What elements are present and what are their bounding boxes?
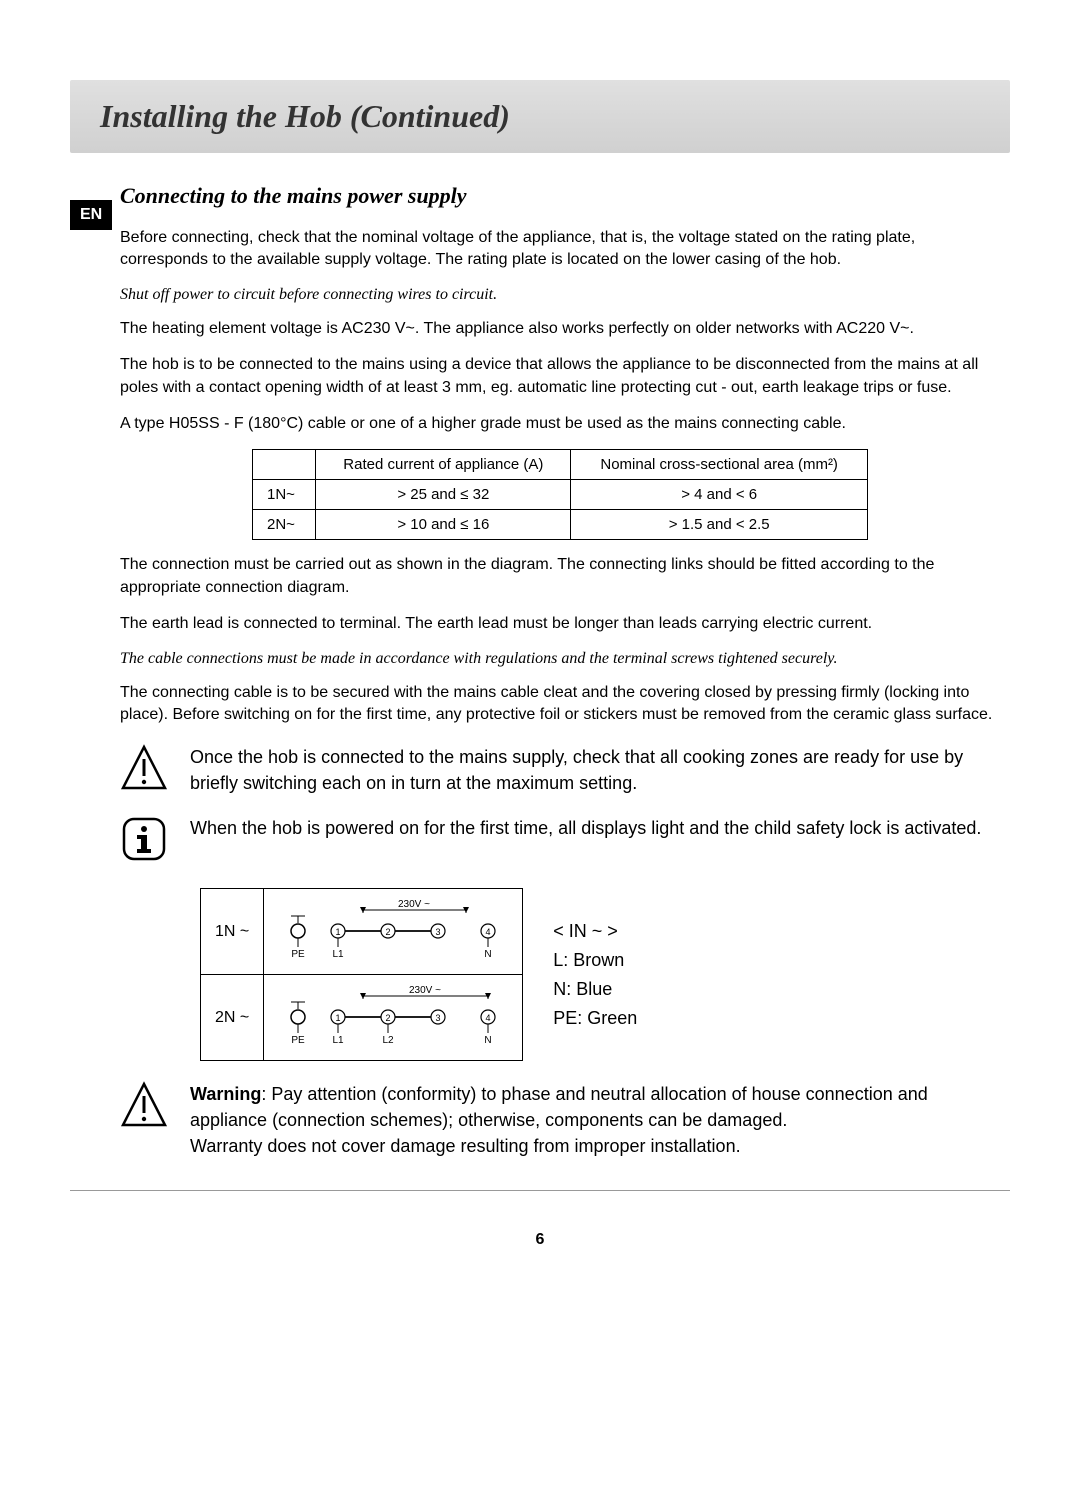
table-cell: > 10 and ≤ 16	[316, 510, 571, 540]
svg-text:3: 3	[436, 927, 441, 937]
svg-text:4: 4	[486, 927, 491, 937]
paragraph: The connection must be carried out as sh…	[120, 554, 1000, 599]
wiring-schematic-cell: PE 1 L1 2 L2 3 4 N 230V ~	[264, 975, 523, 1061]
wiring-diagram: 1N ~ PE 1 L1 2 3 4 N	[200, 888, 1000, 1061]
legend-line: N: Blue	[553, 975, 637, 1004]
table-cell: 2N~	[253, 510, 316, 540]
wiring-svg-1n: PE 1 L1 2 3 4 N 230V ~	[278, 899, 508, 959]
terminal-label: PE	[292, 1035, 306, 1045]
divider	[70, 1190, 1010, 1191]
table-row: 2N ~ PE 1 L1 2 L2 3 4 N	[201, 975, 523, 1061]
header-banner: Installing the Hob (Continued)	[70, 80, 1010, 153]
page-title: Installing the Hob (Continued)	[100, 98, 980, 135]
voltage-label: 230V ~	[398, 899, 430, 910]
wiring-schematic-cell: PE 1 L1 2 3 4 N 230V ~	[264, 889, 523, 975]
svg-text:3: 3	[436, 1013, 441, 1023]
wiring-table: 1N ~ PE 1 L1 2 3 4 N	[200, 888, 523, 1061]
table-cell: > 1.5 and < 2.5	[571, 510, 868, 540]
paragraph: The earth lead is connected to terminal.…	[120, 613, 1000, 635]
section-subtitle: Connecting to the mains power supply	[120, 183, 1000, 209]
info-text: When the hob is powered on for the first…	[190, 815, 1000, 841]
content-body: Connecting to the mains power supply Bef…	[120, 183, 1000, 1160]
italic-note: Shut off power to circuit before connect…	[120, 286, 1000, 304]
table-header: Rated current of appliance (A)	[316, 450, 571, 480]
terminal-label: L1	[333, 949, 345, 959]
language-badge: EN	[70, 200, 112, 230]
table-cell: > 25 and ≤ 32	[316, 480, 571, 510]
table-header	[253, 450, 316, 480]
info-square-icon	[120, 815, 170, 868]
wire-color-legend: < IN ~ > L: Brown N: Blue PE: Green	[553, 917, 637, 1032]
warning-block: Warning: Pay attention (conformity) to p…	[120, 1081, 1000, 1159]
warning-triangle-icon	[120, 744, 170, 797]
wiring-label: 1N ~	[201, 889, 264, 975]
terminal-label: L1	[333, 1035, 345, 1045]
terminal-label: PE	[292, 949, 306, 959]
svg-text:1: 1	[336, 1013, 341, 1023]
table-row: 1N ~ PE 1 L1 2 3 4 N	[201, 889, 523, 975]
voltage-label: 230V ~	[409, 985, 441, 996]
terminal-label: N	[485, 949, 492, 959]
spec-table: Rated current of appliance (A) Nominal c…	[252, 449, 868, 540]
table-cell: > 4 and < 6	[571, 480, 868, 510]
wiring-svg-2n: PE 1 L1 2 L2 3 4 N 230V ~	[278, 985, 508, 1045]
table-row: Rated current of appliance (A) Nominal c…	[253, 450, 868, 480]
table-cell: 1N~	[253, 480, 316, 510]
terminal-label: N	[485, 1035, 492, 1045]
table-row: 2N~ > 10 and ≤ 16 > 1.5 and < 2.5	[253, 510, 868, 540]
warning-bold-label: Warning	[190, 1084, 261, 1104]
paragraph: Before connecting, check that the nomina…	[120, 227, 1000, 272]
legend-line: PE: Green	[553, 1004, 637, 1033]
warning-text: Warning: Pay attention (conformity) to p…	[190, 1081, 1000, 1159]
svg-text:2: 2	[386, 1013, 391, 1023]
svg-text:1: 1	[336, 927, 341, 937]
warning-triangle-icon	[120, 1081, 170, 1134]
paragraph: The heating element voltage is AC230 V~.…	[120, 318, 1000, 340]
page-number: 6	[70, 1231, 1010, 1249]
warning-text-span: : Pay attention (conformity) to phase an…	[190, 1084, 928, 1130]
table-row: 1N~ > 25 and ≤ 32 > 4 and < 6	[253, 480, 868, 510]
wiring-label: 2N ~	[201, 975, 264, 1061]
terminal-label: L2	[383, 1035, 395, 1045]
legend-line: L: Brown	[553, 946, 637, 975]
italic-note: The cable connections must be made in ac…	[120, 650, 1000, 668]
warning-block: Once the hob is connected to the mains s…	[120, 744, 1000, 797]
table-header: Nominal cross-sectional area (mm²)	[571, 450, 868, 480]
warning-text-line2: Warranty does not cover damage resulting…	[190, 1136, 741, 1156]
paragraph: A type H05SS - F (180°C) cable or one of…	[120, 413, 1000, 435]
warning-text: Once the hob is connected to the mains s…	[190, 744, 1000, 796]
paragraph: The hob is to be connected to the mains …	[120, 354, 1000, 399]
paragraph: The connecting cable is to be secured wi…	[120, 682, 1000, 727]
info-block: When the hob is powered on for the first…	[120, 815, 1000, 868]
legend-line: < IN ~ >	[553, 917, 637, 946]
svg-text:4: 4	[486, 1013, 491, 1023]
svg-text:2: 2	[386, 927, 391, 937]
